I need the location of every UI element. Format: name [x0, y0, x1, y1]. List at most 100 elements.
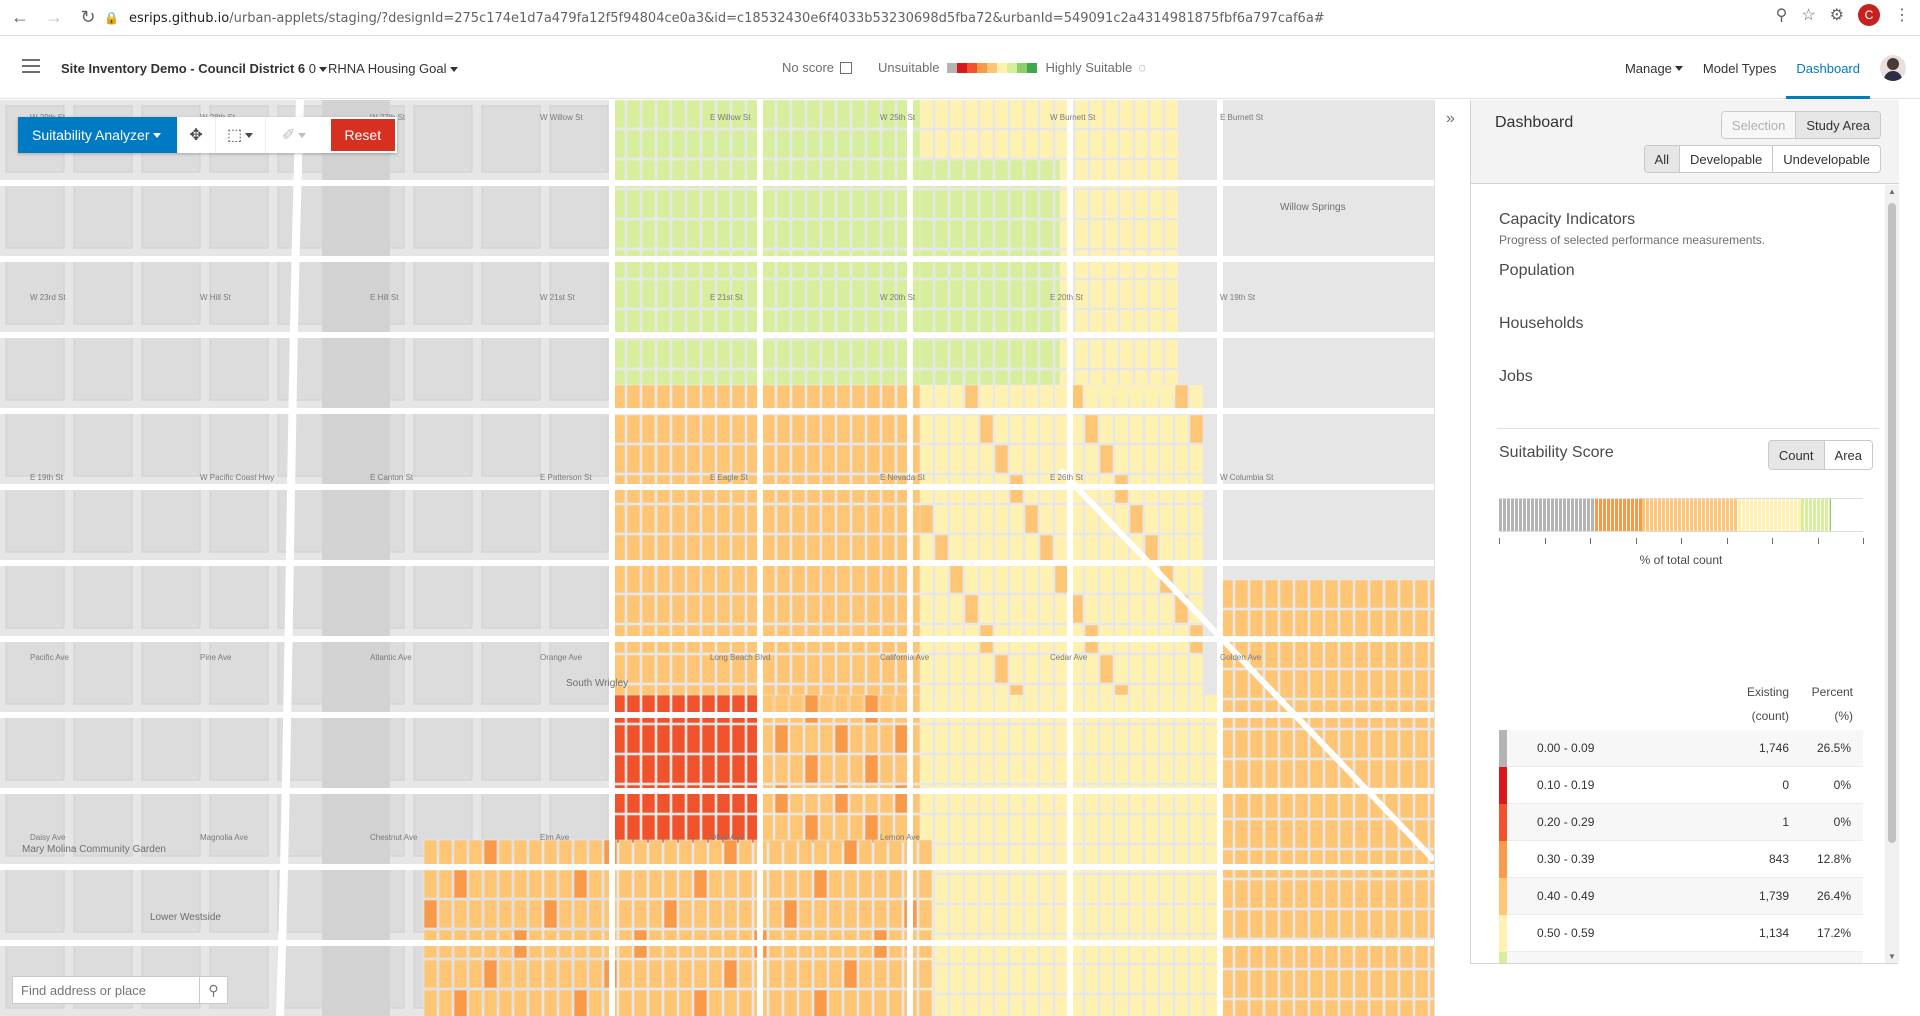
parcel[interactable] — [918, 989, 933, 1016]
parcel[interactable] — [1429, 999, 1434, 1016]
parcel[interactable] — [1114, 964, 1129, 994]
parcel[interactable] — [701, 219, 716, 249]
parcel[interactable] — [656, 339, 671, 369]
parcel[interactable] — [671, 694, 686, 724]
indicator-households[interactable]: Households — [1499, 315, 1584, 332]
user-avatar[interactable] — [1880, 55, 1906, 81]
parcel[interactable] — [1294, 969, 1309, 999]
parcel[interactable] — [858, 869, 873, 899]
table-row[interactable]: 0.40 - 0.49 1,739 26.4% — [1499, 877, 1863, 915]
parcel[interactable] — [1084, 724, 1099, 754]
parcel[interactable] — [821, 129, 836, 159]
parcel[interactable] — [768, 989, 783, 1016]
parcel[interactable] — [1104, 279, 1119, 309]
parcel[interactable] — [1234, 669, 1249, 699]
parcel[interactable] — [1149, 100, 1164, 129]
parcel[interactable] — [843, 839, 858, 869]
parcel[interactable] — [1099, 564, 1114, 594]
parcel[interactable] — [513, 899, 528, 929]
parcel[interactable] — [701, 594, 716, 624]
parcel[interactable] — [804, 724, 819, 754]
parcel[interactable] — [633, 839, 648, 869]
parcel[interactable] — [1129, 934, 1144, 964]
parcel[interactable] — [776, 100, 791, 129]
parcel[interactable] — [1189, 934, 1204, 964]
parcel[interactable] — [1159, 654, 1174, 684]
parcel[interactable] — [678, 989, 693, 1016]
parcel[interactable] — [964, 279, 979, 309]
nav-manage[interactable]: Manage — [1615, 37, 1693, 99]
parcel[interactable] — [1129, 904, 1144, 934]
parcel[interactable] — [851, 594, 866, 624]
parcel[interactable] — [1089, 189, 1104, 219]
parcel[interactable] — [1074, 339, 1089, 369]
parcel[interactable] — [716, 414, 731, 444]
parcel[interactable] — [836, 594, 851, 624]
parcel[interactable] — [633, 899, 648, 929]
parcel[interactable] — [949, 414, 964, 444]
parcel[interactable] — [851, 189, 866, 219]
parcel[interactable] — [813, 959, 828, 989]
parcel[interactable] — [791, 219, 806, 249]
parcel[interactable] — [1054, 414, 1069, 444]
parcel[interactable] — [866, 129, 881, 159]
parcel[interactable] — [1294, 819, 1309, 849]
parcel[interactable] — [731, 129, 746, 159]
parcel[interactable] — [866, 249, 881, 279]
parcel[interactable] — [821, 564, 836, 594]
parcel[interactable] — [1414, 969, 1429, 999]
parcel[interactable] — [918, 869, 933, 899]
nav-model-types[interactable]: Model Types — [1693, 37, 1786, 99]
parcel[interactable] — [791, 444, 806, 474]
parcel[interactable] — [1429, 789, 1434, 819]
parcel[interactable] — [543, 839, 558, 869]
parcel[interactable] — [701, 249, 716, 279]
parcel[interactable] — [1039, 279, 1054, 309]
parcel[interactable] — [1234, 909, 1249, 939]
parcel[interactable] — [964, 249, 979, 279]
parcel[interactable] — [1234, 759, 1249, 789]
table-row[interactable]: 0.60 - 0.695348.1% — [1499, 951, 1863, 963]
parcel[interactable] — [934, 564, 949, 594]
parcel[interactable] — [774, 694, 789, 724]
parcel[interactable] — [1024, 934, 1039, 964]
parcel[interactable] — [1084, 444, 1099, 474]
parcel[interactable] — [1144, 694, 1159, 724]
parcel[interactable] — [1279, 579, 1294, 609]
parcel[interactable] — [949, 754, 964, 784]
parcel[interactable] — [686, 724, 701, 754]
parcel[interactable] — [798, 959, 813, 989]
parcel[interactable] — [648, 899, 663, 929]
parcel[interactable] — [671, 754, 686, 784]
parcel[interactable] — [866, 414, 881, 444]
metric-count[interactable]: Count — [1768, 441, 1824, 469]
parcel[interactable] — [708, 959, 723, 989]
parcel[interactable] — [873, 989, 888, 1016]
parcel[interactable] — [881, 594, 896, 624]
parcel[interactable] — [806, 564, 821, 594]
parcel[interactable] — [1294, 759, 1309, 789]
parcel[interactable] — [1114, 414, 1129, 444]
parcel[interactable] — [1249, 969, 1264, 999]
parcel[interactable] — [791, 100, 806, 129]
parcel[interactable] — [543, 869, 558, 899]
parcel[interactable] — [1249, 879, 1264, 909]
parcel[interactable] — [641, 724, 656, 754]
parcel[interactable] — [1309, 609, 1324, 639]
parcel[interactable] — [468, 839, 483, 869]
parcel[interactable] — [1074, 129, 1089, 159]
parcel[interactable] — [656, 724, 671, 754]
parcel[interactable] — [1129, 504, 1144, 534]
parcel[interactable] — [656, 249, 671, 279]
parcel[interactable] — [1144, 934, 1159, 964]
parcel[interactable] — [964, 219, 979, 249]
indicator-population[interactable]: Population — [1499, 262, 1575, 279]
parcel[interactable] — [849, 694, 864, 724]
parcel[interactable] — [949, 564, 964, 594]
parcel[interactable] — [1149, 339, 1164, 369]
parcel[interactable] — [813, 869, 828, 899]
parcel[interactable] — [1089, 219, 1104, 249]
parcel[interactable] — [934, 754, 949, 784]
parcel[interactable] — [964, 339, 979, 369]
parcel[interactable] — [1174, 934, 1189, 964]
